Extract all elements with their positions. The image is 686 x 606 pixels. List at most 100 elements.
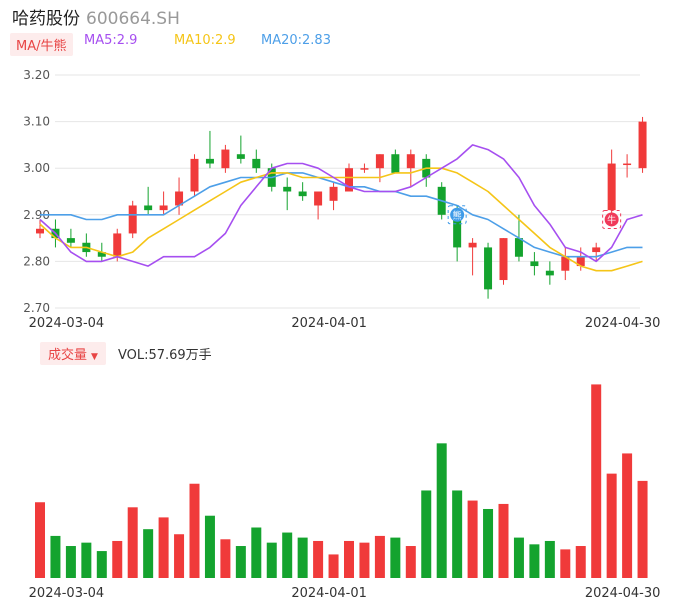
volume-bar — [127, 507, 138, 578]
candle-body — [128, 205, 137, 234]
volume-bar — [313, 540, 324, 578]
volume-bar — [344, 540, 354, 578]
candle-body — [638, 121, 647, 169]
dropdown-arrow-icon: ▼ — [91, 352, 98, 362]
volume-legend: 成交量 ▼ VOL:57.69万手 — [40, 342, 212, 365]
volume-bar — [591, 384, 602, 578]
volume-bar — [467, 500, 478, 578]
candle-body — [314, 191, 323, 206]
ma5-line — [39, 144, 643, 267]
volume-bar — [575, 546, 586, 578]
volume-x-tick-label: 2024-04-01 — [291, 586, 367, 601]
stock-code: 600664.SH — [86, 9, 180, 29]
volume-bar — [374, 535, 385, 578]
volume-bar — [266, 542, 277, 578]
volume-bar — [436, 443, 447, 578]
candle-body — [468, 242, 477, 248]
candle-body — [66, 238, 75, 243]
candle-body — [453, 214, 462, 248]
volume-bar — [328, 554, 339, 578]
volume-bar — [483, 508, 494, 578]
volume-bar — [513, 537, 524, 578]
candle-body — [97, 252, 106, 257]
y-tick-label: 3.00 — [23, 161, 50, 175]
stock-name: 哈药股份 — [12, 9, 80, 29]
volume-bar — [452, 490, 463, 578]
price-x-tick-label: 2024-04-01 — [291, 316, 367, 331]
ma10-label: MA10:2.9 — [174, 33, 236, 48]
bear-marker: 熊 — [447, 205, 467, 225]
volume-value: VOL:57.69万手 — [117, 348, 212, 363]
marker-frame — [447, 205, 467, 225]
y-tick-label: 2.80 — [23, 254, 50, 268]
candle-body — [375, 154, 384, 169]
candle-body — [190, 158, 199, 192]
y-tick-label: 2.90 — [23, 208, 50, 222]
candle-body — [360, 168, 369, 170]
candle-body — [283, 186, 292, 192]
y-tick-label: 3.20 — [23, 68, 50, 82]
candle-body — [592, 247, 601, 253]
ma-indicator-toggle[interactable]: MA/牛熊 — [10, 33, 73, 56]
volume-bar — [50, 535, 61, 578]
y-tick-label: 2.70 — [23, 301, 50, 315]
candle-body — [623, 163, 632, 166]
candle-body — [561, 256, 570, 271]
candle-body — [530, 261, 539, 267]
candle-body — [545, 270, 554, 276]
ma20-line — [40, 172, 643, 258]
volume-bar — [35, 502, 45, 578]
candle-body — [484, 247, 493, 290]
candle-body — [499, 238, 508, 281]
volume-bar — [251, 527, 262, 578]
candle-body — [205, 158, 214, 164]
volume-x-tick-label: 2024-03-04 — [29, 586, 105, 601]
price-x-tick-label: 2024-04-30 — [585, 316, 661, 331]
candle-body — [345, 168, 353, 192]
ma10-line — [39, 167, 643, 272]
candle-body — [514, 238, 523, 257]
marker-label: 牛 — [607, 214, 616, 226]
volume-bar — [560, 549, 571, 578]
volume-bar — [81, 542, 92, 578]
volume-bar — [529, 544, 540, 578]
ma20-label: MA20:2.83 — [261, 33, 331, 48]
candle-body — [329, 186, 338, 201]
candle-body — [144, 205, 153, 211]
volume-indicator-toggle[interactable]: 成交量 ▼ — [40, 342, 106, 365]
candle-body — [391, 154, 400, 173]
volume-bar — [235, 546, 246, 578]
candle-body — [252, 158, 261, 169]
volume-bar — [112, 540, 123, 578]
volume-bar — [282, 532, 293, 578]
volume-bar — [96, 551, 107, 578]
ma5-label: MA5:2.9 — [84, 33, 138, 48]
volume-bar — [204, 515, 215, 578]
candle-body — [113, 233, 122, 257]
volume-bar — [189, 483, 200, 578]
volume-bar — [390, 537, 401, 578]
candle-body — [607, 163, 616, 211]
volume-bar — [359, 542, 370, 578]
candle-body — [159, 205, 168, 211]
volume-bar — [637, 480, 648, 578]
volume-bar — [498, 503, 509, 578]
marker-label: 熊 — [453, 209, 462, 221]
volume-bar — [158, 517, 169, 578]
price-x-tick-label: 2024-03-04 — [29, 316, 105, 331]
volume-bar — [297, 537, 308, 578]
candle-body — [36, 228, 44, 234]
volume-bar — [174, 534, 185, 578]
marker-badge — [450, 207, 465, 222]
volume-bar — [421, 490, 432, 578]
candle-body — [221, 149, 230, 169]
bull-marker: 牛 — [602, 209, 622, 229]
marker-frame — [602, 209, 622, 229]
volume-tag-label: 成交量 — [48, 348, 88, 363]
candle-body — [236, 154, 245, 159]
volume-bar — [622, 453, 633, 578]
marker-badge — [604, 212, 619, 227]
volume-bar — [143, 529, 154, 578]
candle-body — [576, 256, 585, 267]
